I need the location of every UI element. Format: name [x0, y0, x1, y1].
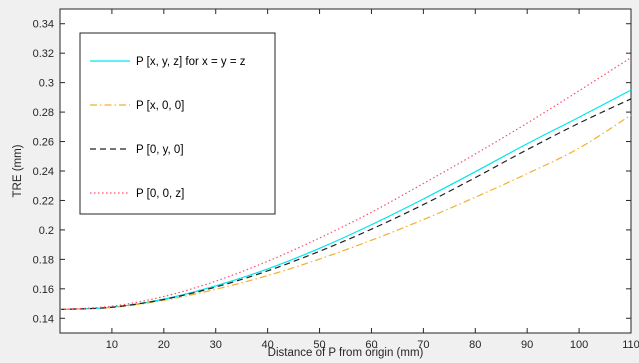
x-tick-label: 80 — [469, 339, 481, 351]
legend-label-1: P [x, y, z] for x = y = z — [136, 56, 246, 68]
series-line-3 — [59, 98, 632, 311]
y-axis: 0.14 0.16 0.18 0.2 0.22 0.24 0.26 0.28 0.3 0.32 0.… — [33, 19, 631, 325]
series-lines — [59, 57, 632, 311]
y-tick-label: 0.22 — [33, 195, 54, 207]
x-tick-label: 40 — [262, 339, 274, 351]
series-line-2 — [59, 114, 632, 311]
series-line-4 — [59, 57, 632, 311]
x-axis: 10 20 30 40 50 60 70 80 90 100 110 — [106, 9, 639, 351]
x-tick-label: 30 — [210, 339, 222, 351]
x-tick-label: 90 — [521, 339, 533, 351]
x-tick-label: 110 — [622, 339, 639, 351]
y-tick-label: 0.34 — [33, 19, 54, 31]
y-tick-label: 0.24 — [33, 166, 54, 178]
x-tick-label: 70 — [417, 339, 429, 351]
legend-box — [79, 32, 276, 215]
y-tick-label: 0.2 — [39, 225, 54, 237]
legend-label-3: P [0, y, 0] — [136, 144, 184, 156]
y-tick-label: 0.3 — [39, 78, 54, 90]
x-tick-label: 20 — [158, 339, 170, 351]
legend: P [x, y, z] for x = y = z P [x, 0, 0] P [0… — [79, 32, 276, 215]
y-tick-label: 0.26 — [33, 137, 54, 149]
y-tick-label: 0.14 — [33, 313, 54, 325]
x-tick-label: 50 — [313, 339, 325, 351]
x-tick-label: 100 — [570, 339, 588, 351]
legend-label-2: P [x, 0, 0] — [136, 100, 184, 112]
x-axis-title: Distance of P from origin (mm) — [268, 347, 424, 359]
legend-label-4: P [0, 0, z] — [136, 188, 184, 200]
y-axis-title: TRE (mm) — [12, 144, 24, 197]
x-tick-label: 10 — [106, 339, 118, 351]
x-tick-label: 60 — [365, 339, 377, 351]
y-tick-label: 0.28 — [33, 107, 54, 119]
y-tick-label: 0.16 — [33, 284, 54, 296]
y-tick-label: 0.32 — [33, 48, 54, 60]
y-tick-label: 0.18 — [33, 254, 54, 266]
